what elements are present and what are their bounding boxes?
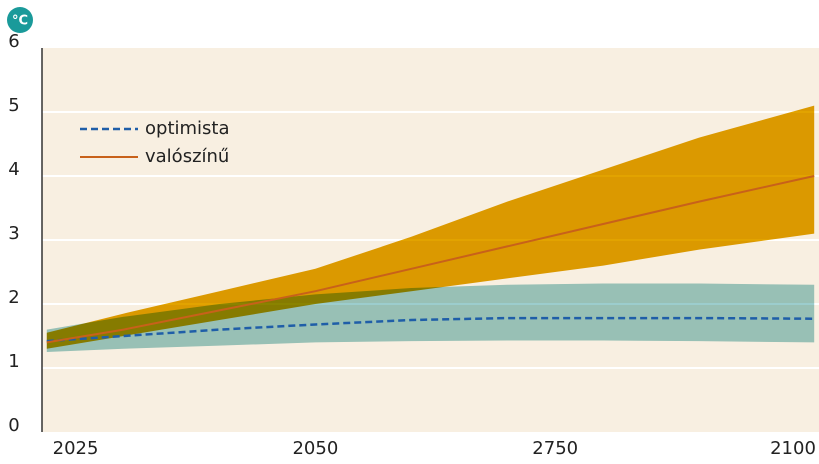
y-tick-label: 4 [8,159,19,180]
x-tick-label: 2025 [53,438,99,459]
y-tick-label: 6 [8,31,19,52]
series-line [46,316,815,343]
y-tick-label: 2 [8,287,19,308]
y-tick-label: 1 [8,351,19,372]
y-tick-label: 0 [8,415,19,436]
uncertainty-band [46,105,815,349]
series-line [46,175,815,344]
legend-label: valószínű [145,146,229,167]
x-tick-label: 2050 [292,438,338,459]
y-tick-label: 5 [8,95,19,116]
y-axis-unit: °C [12,14,28,29]
legend-label: optimista [145,118,230,139]
uncertainty-band [46,283,815,352]
y-tick-label: 3 [8,223,19,244]
unit-badge [7,7,33,33]
x-tick-label: 2100 [770,438,816,459]
x-tick-label: 2750 [532,438,578,459]
